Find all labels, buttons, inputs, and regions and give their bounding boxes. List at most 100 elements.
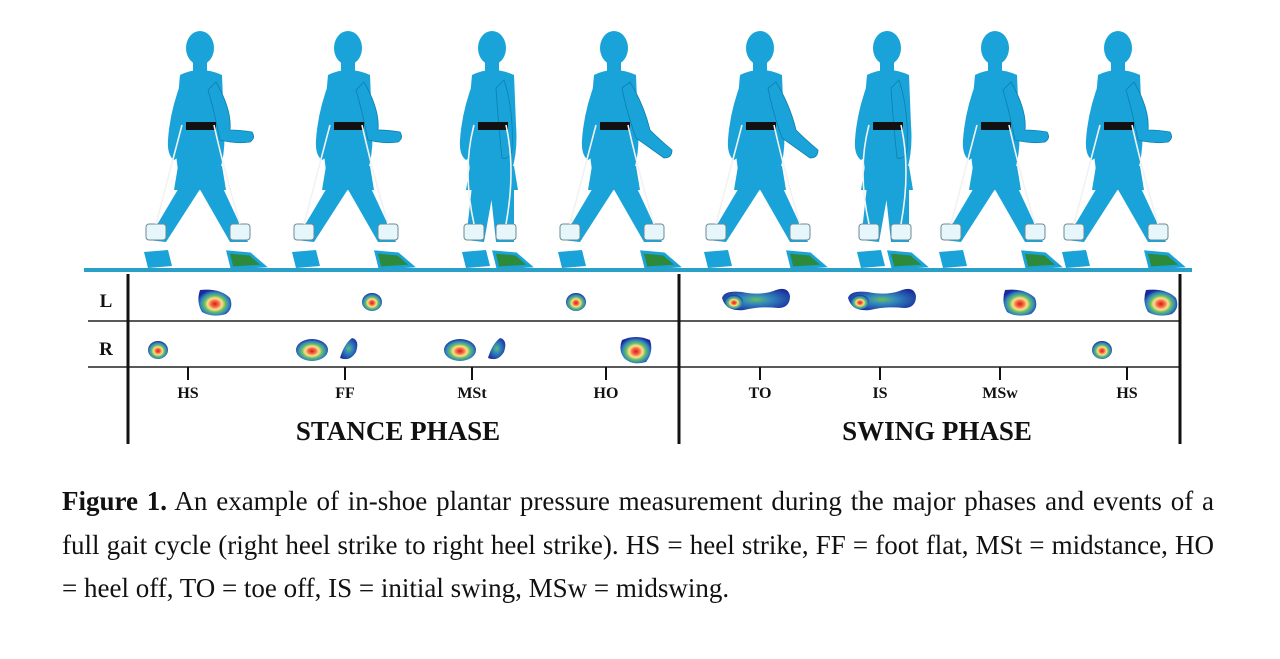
event-label: HO (594, 385, 619, 402)
footprint-shape (566, 293, 586, 311)
walker-figure (144, 31, 268, 270)
pressure-footprint (722, 288, 790, 311)
event-label: IS (872, 385, 887, 402)
event-label: MSt (457, 385, 487, 402)
pressure-footprint (848, 288, 916, 311)
footprint-hotspot (725, 295, 743, 309)
sensor-pad (293, 223, 315, 241)
walker-belt (1104, 122, 1134, 130)
pressure-footprint (1003, 289, 1037, 316)
walker-figure (459, 31, 534, 270)
footprint-shape (1092, 341, 1112, 359)
walker-foot-front (492, 250, 534, 270)
phase-table: L R HS FF MSt HO TO IS MSw HS STANCE PHASE SWING PH… (84, 268, 1192, 446)
walker-foot-back (292, 250, 320, 268)
sensor-pad (377, 223, 399, 241)
walker-foot-front (226, 250, 268, 270)
walker-wire (862, 124, 870, 225)
walker-figure (1062, 31, 1186, 270)
walker-wire (773, 124, 801, 225)
pressure-footprint (362, 293, 382, 311)
walker-wire (213, 124, 241, 225)
pressure-footprint (566, 293, 586, 311)
walker-foot-front (1144, 250, 1186, 270)
footprint-shape (362, 293, 382, 311)
sensor-pad (858, 223, 880, 241)
gait-diagram: L R HS FF MSt HO TO IS MSw HS STANCE PHASE SWING PH… (84, 31, 1192, 446)
event-label: HS (177, 385, 198, 402)
event-label: HS (1116, 385, 1137, 402)
footprint-hotspot (851, 295, 869, 309)
walker-foot-back (558, 250, 586, 268)
walker-arm (1125, 81, 1172, 144)
sensor-pad (940, 223, 962, 241)
walker-foot-front (640, 250, 682, 270)
walker-wire (715, 124, 743, 225)
footprint-shape (1003, 289, 1037, 316)
caption-label: Figure 1. (62, 486, 168, 516)
figure-caption: Figure 1. An example of in-shoe plantar … (62, 480, 1214, 611)
walker-figure (558, 31, 682, 270)
footprint-forefoot (340, 338, 358, 360)
walker-wire (1131, 124, 1159, 225)
sensor-pad (789, 223, 811, 241)
sensor-pad (890, 223, 912, 241)
walker-figure (704, 31, 828, 270)
sensor-pad (1147, 223, 1169, 241)
walker-belt (746, 122, 776, 130)
walker-wire (1073, 124, 1101, 225)
walker-wire (1008, 124, 1036, 225)
footprint-shape (198, 289, 232, 316)
pressure-footprint (620, 337, 652, 364)
pressure-footprint (296, 338, 358, 361)
footprint-shape (148, 341, 168, 359)
sensor-pad (559, 223, 581, 241)
footprint-shape (620, 337, 652, 364)
pressure-footprint (444, 338, 506, 361)
sensor-pad (145, 223, 167, 241)
walker-belt (334, 122, 364, 130)
walker-figure (292, 31, 416, 270)
walker-belt (600, 122, 630, 130)
pressure-footprint (1092, 341, 1112, 359)
sensor-pad (229, 223, 251, 241)
walker-figure (939, 31, 1063, 270)
walker-wire (950, 124, 978, 225)
event-label: MSw (982, 385, 1018, 402)
phase-label: STANCE PHASE (296, 416, 500, 446)
footprint-heel (444, 339, 476, 361)
row-label: R (99, 339, 113, 360)
walker-foot-back (939, 250, 967, 268)
sensor-pad (463, 223, 485, 241)
walker-arm (767, 81, 819, 159)
caption-text: An example of in-shoe plantar pressure m… (62, 486, 1214, 603)
walker-arm (1002, 81, 1049, 144)
event-label: TO (749, 385, 772, 402)
pressure-footprint (198, 289, 232, 316)
event-label: FF (335, 385, 355, 402)
walker-belt (873, 122, 903, 130)
walker-arm (355, 81, 402, 144)
walker-foot-front (786, 250, 828, 270)
walker-foot-back (704, 250, 732, 268)
walker-foot-front (1021, 250, 1063, 270)
walker-wire (361, 124, 389, 225)
walker-belt (981, 122, 1011, 130)
walker-belt (478, 122, 508, 130)
walker-wire (900, 124, 907, 225)
footprint-heel (296, 339, 328, 361)
pressure-footprint (148, 341, 168, 359)
pressure-footprint (1144, 289, 1178, 316)
walker-wire (303, 124, 331, 225)
row-label: L (100, 291, 113, 312)
walker-foot-back (144, 250, 172, 268)
sensor-pad (1063, 223, 1085, 241)
walker-foot-back (462, 250, 490, 268)
sensor-pad (495, 223, 517, 241)
walker-wire (155, 124, 183, 225)
walker-arm (207, 81, 254, 144)
walker-wire (569, 124, 597, 225)
sensor-pad (705, 223, 727, 241)
footprint-forefoot (488, 338, 506, 360)
walker-foot-front (887, 250, 929, 270)
